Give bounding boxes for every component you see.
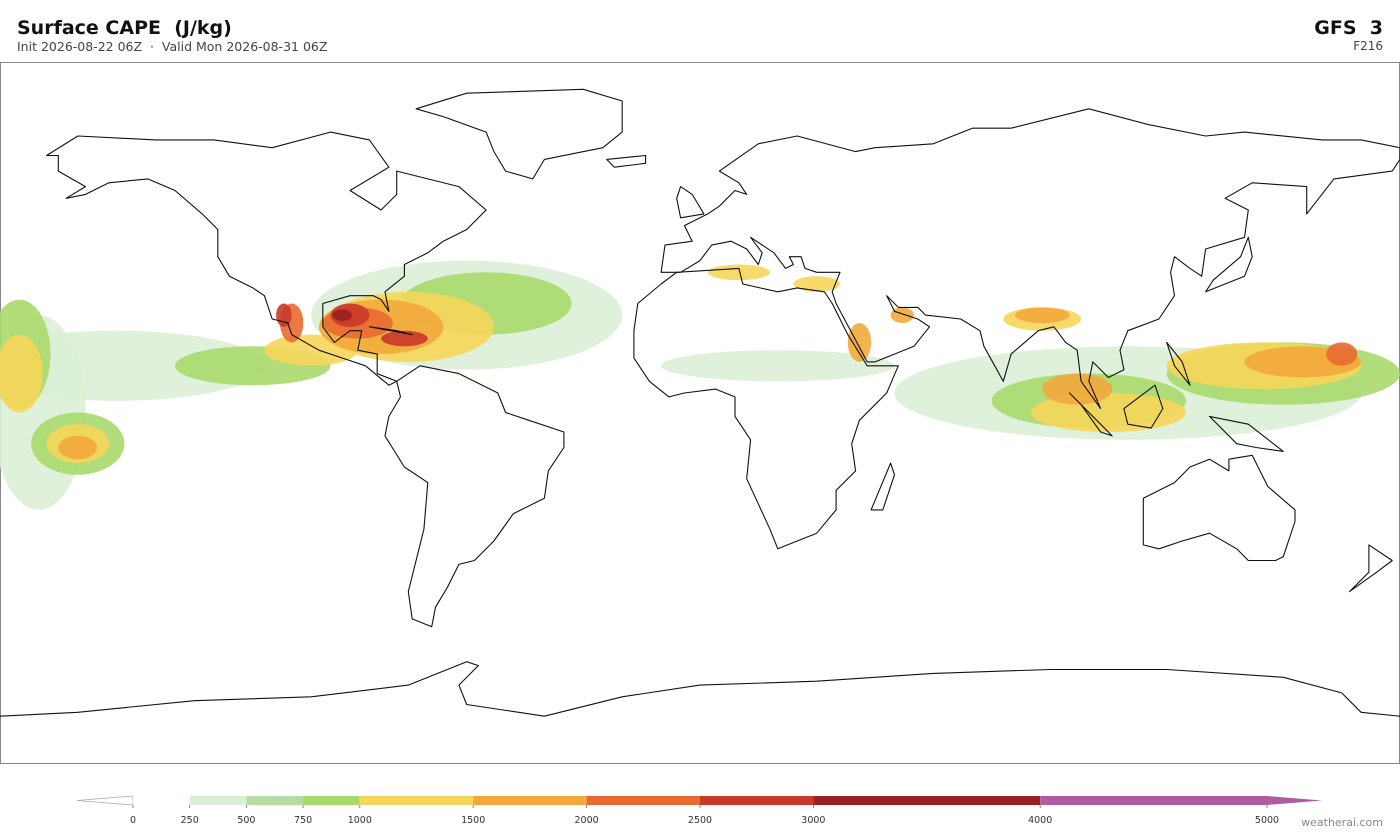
- cape-area: [1042, 373, 1113, 405]
- watermark: weatherai.com: [1301, 816, 1383, 829]
- colorbar-segment: [813, 796, 1041, 805]
- colorbar-segment: [359, 796, 474, 805]
- cape-area: [0, 334, 43, 413]
- coastline: [0, 661, 1400, 717]
- colorbar-tick-label: 1000: [348, 815, 372, 826]
- coastline: [1166, 341, 1191, 386]
- subtitle: Init 2026-08-22 06Z · Valid Mon 2026-08-…: [17, 39, 327, 54]
- cape-area: [793, 276, 841, 292]
- colorbar: 0 250 500 750 1000 1500 2000 2500 3000 4000 5000: [76, 795, 1322, 826]
- coastline: [384, 365, 565, 628]
- cape-area: [1015, 307, 1070, 323]
- coastline: [633, 267, 899, 550]
- cape-area: [381, 330, 428, 347]
- cape-area: [890, 307, 914, 323]
- cape-area: [847, 322, 872, 362]
- cape-area: [1326, 342, 1358, 366]
- colorbar-segment: [586, 796, 700, 805]
- colorbar-tick-label: 2000: [575, 815, 599, 826]
- model-name: GFS 3: [1314, 17, 1383, 39]
- coastline: [1123, 384, 1164, 429]
- coastline: [46, 131, 487, 386]
- coastline: [1068, 392, 1113, 437]
- colorbar-extend-high: [1267, 796, 1322, 805]
- coastlines: [0, 88, 1400, 717]
- colorbar-segment: [700, 796, 814, 805]
- coastline: [676, 186, 705, 219]
- coastline: [1142, 454, 1296, 562]
- cape-area: [276, 303, 292, 327]
- cape-area: [661, 350, 895, 382]
- colorbar-segment: [246, 796, 304, 805]
- colorbar-segment: [473, 796, 587, 805]
- colorbar-tick-label: 0: [130, 815, 136, 826]
- forecast-hour: F216: [1353, 39, 1383, 53]
- colorbar-tick-label: 750: [294, 815, 312, 826]
- colorbar-tick-label: 3000: [801, 815, 825, 826]
- cape-field: [0, 260, 1400, 510]
- coastline: [660, 108, 1400, 410]
- colorbar-tick-label: 500: [237, 815, 255, 826]
- colorbar-tick-label: 5000: [1255, 815, 1279, 826]
- coastline: [1205, 236, 1253, 293]
- coastline: [606, 154, 647, 168]
- cape-area: [58, 435, 98, 460]
- colorbar-segment: [303, 796, 360, 805]
- colorbar-segment: [189, 796, 247, 805]
- coastline: [368, 326, 413, 336]
- map: [0, 62, 1400, 764]
- coastline: [415, 88, 623, 180]
- colorbar-segment: [133, 796, 190, 805]
- title: Surface CAPE (J/kg): [17, 17, 232, 39]
- colorbar-segment: [1040, 796, 1267, 805]
- coastline: [1208, 415, 1284, 452]
- colorbar-tick-label: 4000: [1028, 815, 1052, 826]
- colorbar-tick-label: 2500: [688, 815, 712, 826]
- coastline: [870, 462, 896, 511]
- coastline: [1348, 544, 1393, 593]
- colorbar-extend-low: [76, 795, 134, 806]
- colorbar-tick-label: 250: [181, 815, 199, 826]
- cape-area: [332, 309, 352, 321]
- cape-area: [707, 264, 771, 281]
- colorbar-tick-label: 1500: [461, 815, 485, 826]
